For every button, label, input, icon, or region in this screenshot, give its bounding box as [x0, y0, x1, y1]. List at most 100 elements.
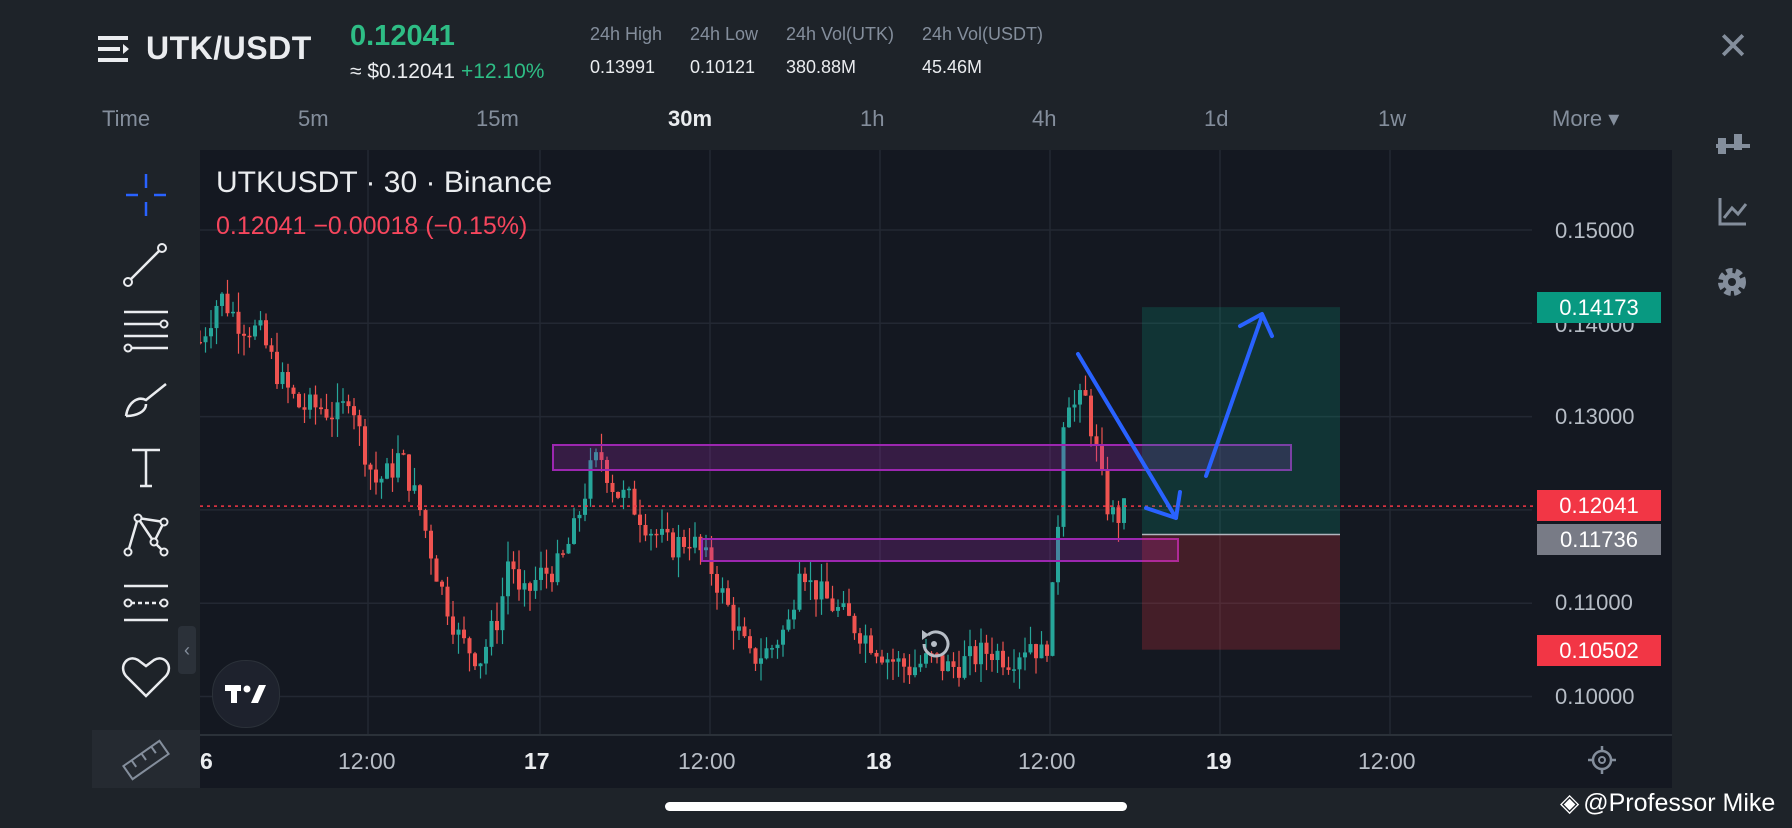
- crosshair-icon[interactable]: [116, 170, 176, 224]
- candle-body: [1111, 507, 1115, 515]
- brush-icon[interactable]: [116, 372, 176, 426]
- candle-body: [951, 661, 956, 667]
- favorite-icon[interactable]: [116, 650, 176, 704]
- candle-body: [225, 293, 230, 314]
- candle-body: [610, 482, 615, 492]
- candle-body: [473, 653, 477, 667]
- candle-body: [258, 320, 263, 326]
- candle-body: [572, 518, 576, 544]
- candle-body: [627, 488, 631, 491]
- tab-30m[interactable]: 30m: [668, 106, 713, 131]
- candle-body: [1105, 470, 1110, 515]
- candle-body: [544, 567, 549, 574]
- target-price-tag: 0.14173: [1537, 292, 1661, 323]
- stat-24h-vol-utk: 24h Vol(UTK) 380.88M: [786, 24, 894, 78]
- entry-price-tag: 0.11736: [1537, 524, 1661, 555]
- candle-body: [280, 372, 285, 385]
- candle-body: [852, 615, 857, 634]
- fib-icon[interactable]: [116, 304, 176, 358]
- candle-body: [940, 655, 945, 672]
- candle-body: [858, 633, 862, 644]
- candle-body: [440, 581, 444, 587]
- candle-body: [407, 454, 411, 491]
- candle-body: [1023, 652, 1027, 658]
- stat-value: 0.13991: [590, 57, 656, 77]
- candle-body: [781, 629, 785, 645]
- candle-body: [874, 652, 879, 657]
- tab-15m[interactable]: 15m: [476, 106, 519, 131]
- candle-body: [605, 459, 609, 483]
- chart-panel[interactable]: [92, 150, 1672, 788]
- tab-4h[interactable]: 4h: [1032, 106, 1057, 131]
- candle-body: [1122, 498, 1126, 523]
- candle-body: [429, 530, 433, 559]
- ruler-icon[interactable]: [92, 730, 200, 788]
- position-loss-zone: [1142, 534, 1340, 650]
- tradingview-logo[interactable]: [212, 660, 280, 728]
- candle-body: [236, 311, 241, 334]
- candle-body: [885, 659, 890, 663]
- collapse-toolbar-button[interactable]: ‹: [178, 626, 196, 674]
- tab-5m[interactable]: 5m: [298, 106, 329, 131]
- candle-body: [451, 616, 455, 635]
- close-icon[interactable]: ✕: [1717, 26, 1749, 68]
- reset-chart-icon[interactable]: [912, 622, 956, 666]
- candle-body: [500, 596, 505, 631]
- chart-ohlc-readout: 0.12041 −0.00018 (−0.15%): [216, 212, 528, 240]
- candle-body: [467, 638, 472, 654]
- candle-body: [902, 658, 906, 667]
- tab-more[interactable]: More ▾: [1552, 106, 1620, 131]
- x-tick: 12:00: [1358, 748, 1416, 774]
- candle-body: [819, 581, 824, 600]
- stop-price-tag: 0.10502: [1537, 635, 1661, 666]
- candle-body: [269, 345, 274, 352]
- tab-1h[interactable]: 1h: [860, 106, 885, 131]
- stat-value: 45.46M: [922, 57, 983, 77]
- change-percent: +12.10%: [460, 60, 545, 83]
- tab-time[interactable]: Time: [102, 106, 151, 131]
- candle-body: [775, 644, 780, 649]
- candle-body: [1094, 436, 1099, 446]
- candle-body: [533, 579, 538, 591]
- candle-body: [324, 409, 329, 418]
- tab-1w[interactable]: 1w: [1378, 106, 1407, 131]
- candle-body: [693, 536, 697, 548]
- up-arrowhead: [1238, 312, 1274, 338]
- candle-body: [753, 648, 758, 664]
- candlestick-chart[interactable]: [92, 150, 1672, 788]
- settings-icon[interactable]: [1712, 262, 1752, 302]
- forecast-icon[interactable]: [116, 576, 176, 630]
- pair-title[interactable]: UTK/USDT: [146, 30, 312, 66]
- text-icon[interactable]: [116, 440, 176, 494]
- candle-body: [1056, 526, 1060, 583]
- trendline-icon[interactable]: [116, 238, 176, 292]
- candle-body: [1034, 644, 1038, 659]
- candle-body: [253, 325, 257, 337]
- candle-body: [726, 588, 730, 605]
- candle-body: [698, 536, 703, 551]
- menu-icon[interactable]: [98, 34, 132, 64]
- indicator-icon[interactable]: [1712, 126, 1752, 166]
- candle-body: [1061, 427, 1066, 527]
- candle-body: [990, 653, 994, 661]
- candle-body: [979, 642, 983, 665]
- pattern-icon[interactable]: [116, 508, 176, 562]
- chart-settings-icon[interactable]: [1586, 744, 1618, 776]
- usd-price-value: ≈ $0.12041: [350, 60, 455, 83]
- candle-body: [687, 546, 692, 549]
- stat-24h-low: 24h Low 0.10121: [690, 24, 758, 78]
- candle-body: [995, 650, 1000, 661]
- candle-body: [330, 417, 334, 420]
- resistance-zone: [552, 444, 1292, 471]
- candle-body: [1067, 407, 1071, 428]
- candle-body: [957, 666, 961, 678]
- chart-type-icon[interactable]: [1712, 192, 1752, 232]
- tab-1d[interactable]: 1d: [1204, 106, 1229, 131]
- candle-body: [1006, 667, 1011, 670]
- home-indicator[interactable]: [665, 802, 1127, 811]
- candle-body: [671, 532, 675, 558]
- candle-body: [836, 607, 840, 611]
- candle-body: [363, 426, 367, 465]
- watermark: ◈ @Professor Mike: [1560, 788, 1775, 818]
- candle-body: [319, 407, 323, 410]
